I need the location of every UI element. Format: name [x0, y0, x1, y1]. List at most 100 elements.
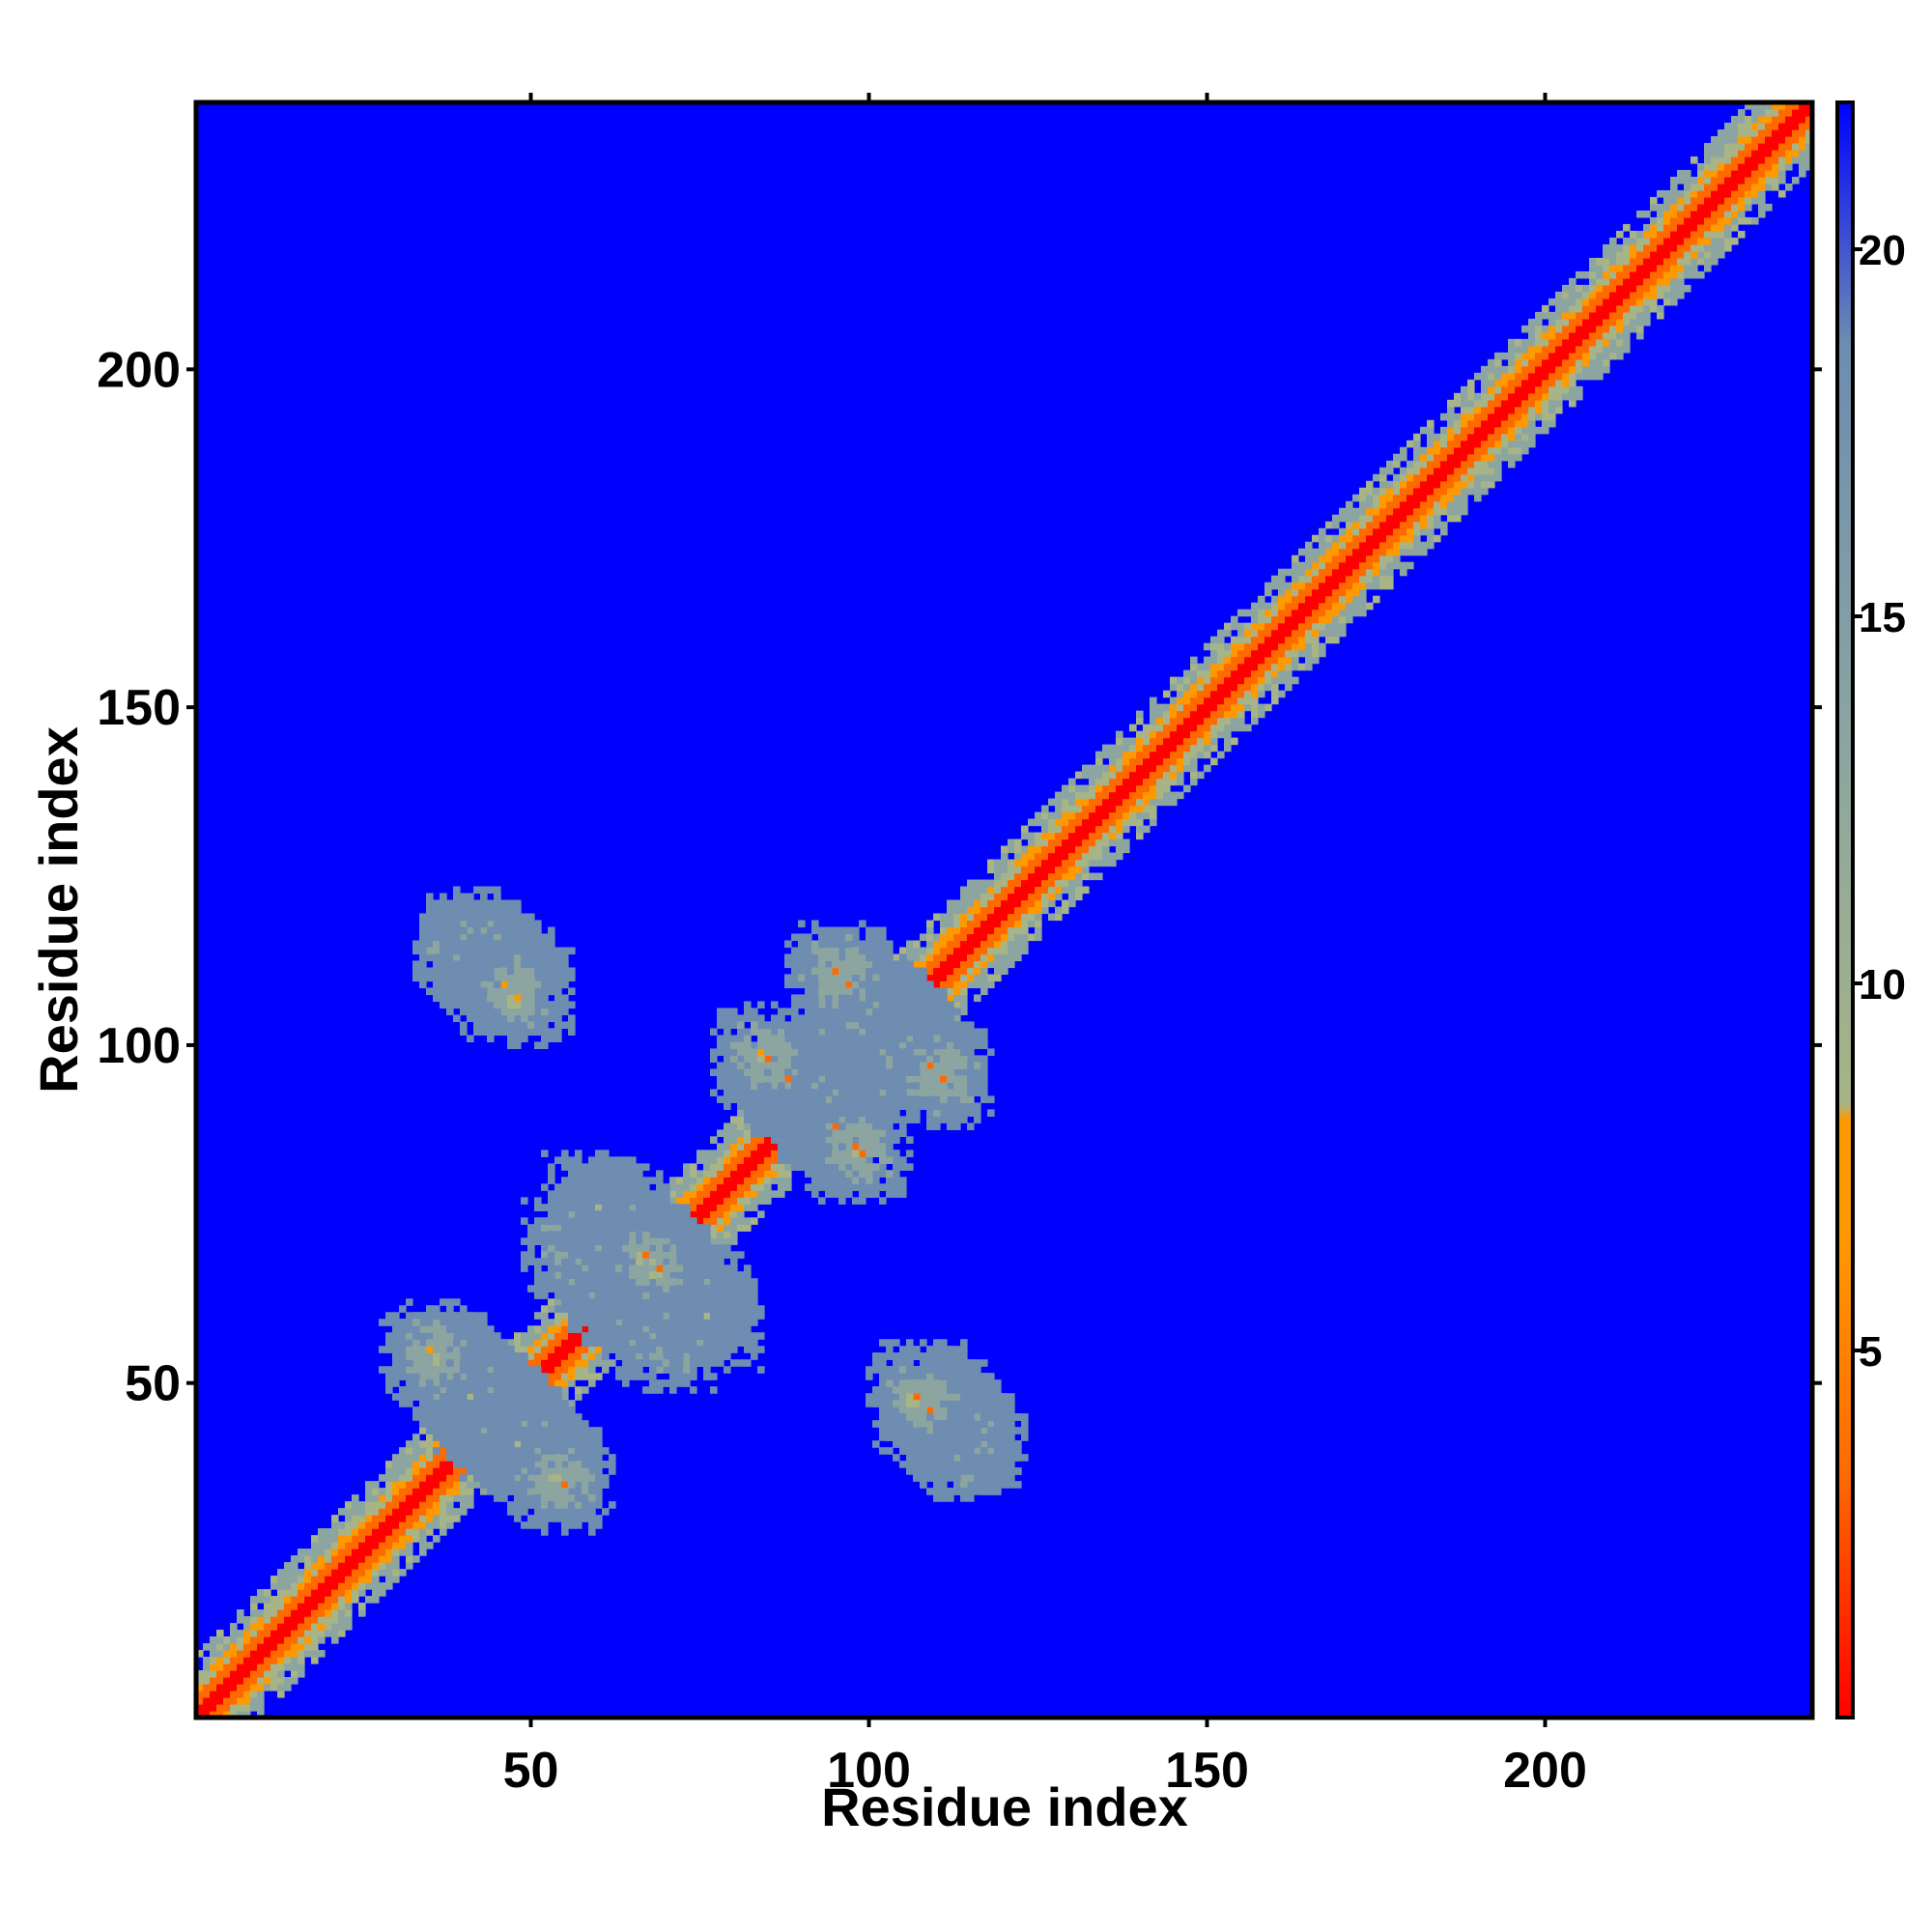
heatmap-cell — [1244, 724, 1252, 732]
heatmap-cell — [561, 1359, 569, 1367]
heatmap-cell — [1352, 514, 1360, 523]
heatmap-cell — [399, 1467, 407, 1475]
heatmap-cell — [1177, 751, 1184, 759]
heatmap-cell — [446, 1488, 454, 1495]
heatmap-cell — [947, 940, 954, 949]
heatmap-cell — [1237, 690, 1245, 698]
heatmap-cell — [1751, 183, 1759, 191]
heatmap-cell — [1035, 906, 1042, 915]
heatmap-cell — [392, 1528, 400, 1536]
heatmap-cell — [1366, 480, 1374, 489]
heatmap-cell — [1528, 379, 1536, 387]
heatmap-cell — [318, 1535, 326, 1543]
heatmap-cell — [730, 1156, 738, 1164]
heatmap-cell — [237, 1670, 244, 1678]
heatmap-cell — [1109, 818, 1117, 827]
heatmap-cell — [1434, 446, 1441, 455]
heatmap-cell — [358, 1576, 366, 1583]
heatmap-cell — [1562, 298, 1570, 306]
heatmap-cell — [1670, 237, 1678, 245]
heatmap-cell — [724, 1122, 731, 1130]
heatmap-cell — [1494, 433, 1502, 441]
heatmap-cell — [230, 1684, 238, 1691]
heatmap-cell — [1521, 325, 1529, 333]
heatmap-cell — [1224, 676, 1232, 685]
heatmap-cell — [1082, 791, 1090, 800]
heatmap-cell — [1170, 703, 1178, 712]
heatmap-cell — [331, 1616, 339, 1624]
heatmap-cell — [1569, 399, 1577, 408]
heatmap-cell — [223, 1711, 231, 1719]
heatmap-cell — [243, 1623, 251, 1631]
heatmap-cell — [210, 1711, 217, 1719]
heatmap-cell — [1055, 825, 1063, 834]
heatmap-cell — [1609, 352, 1617, 360]
heatmap-cell — [338, 1630, 346, 1637]
heatmap-cell — [994, 953, 1002, 962]
heatmap-cell — [1048, 838, 1056, 847]
heatmap-cell — [1758, 128, 1766, 137]
heatmap-cell — [250, 1603, 258, 1610]
heatmap-cell — [440, 1508, 447, 1516]
heatmap-cell — [940, 953, 948, 962]
heatmap-cell — [1210, 696, 1218, 705]
heatmap-cell — [385, 1535, 393, 1543]
heatmap-cell — [1204, 717, 1211, 725]
heatmap-cell — [730, 1122, 738, 1130]
heatmap-cell — [1434, 500, 1441, 509]
heatmap-cell — [1589, 284, 1597, 293]
heatmap-cell — [1150, 710, 1157, 719]
heatmap-cell — [1616, 250, 1624, 259]
heatmap-cell — [1751, 115, 1759, 124]
heatmap-cell — [1765, 135, 1773, 144]
heatmap-cell — [1623, 223, 1631, 232]
heatmap-cell — [223, 1697, 231, 1705]
heatmap-cell — [1352, 588, 1360, 597]
heatmap-cell — [1210, 757, 1218, 766]
heatmap-cell — [379, 1589, 386, 1597]
heatmap-cell — [1373, 487, 1380, 496]
heatmap-cell — [304, 1650, 312, 1658]
heatmap-cell — [298, 1643, 305, 1651]
heatmap-cell — [1474, 426, 1482, 435]
heatmap-cell — [1684, 183, 1691, 191]
heatmap-cell — [1447, 399, 1455, 408]
heatmap-cell — [243, 1643, 251, 1651]
heatmap-cell — [1616, 304, 1624, 313]
heatmap-cell — [311, 1609, 319, 1617]
heatmap-cell — [237, 1690, 244, 1698]
heatmap-cell — [230, 1663, 238, 1671]
heatmap-cell — [1028, 933, 1036, 942]
heatmap-cell — [906, 947, 914, 955]
heatmap-cell — [994, 947, 1002, 955]
heatmap-cell — [1041, 879, 1049, 888]
heatmap-cell — [1224, 730, 1232, 739]
heatmap-cell — [1562, 379, 1570, 387]
heatmap-cell — [1102, 805, 1110, 813]
heatmap-cell — [1014, 913, 1022, 922]
heatmap-cell — [703, 1163, 711, 1171]
heatmap-cell — [1082, 784, 1090, 793]
heatmap-cell — [358, 1555, 366, 1563]
heatmap-cell — [987, 899, 995, 908]
heatmap-cell — [1772, 122, 1779, 130]
heatmap-cell — [1116, 798, 1123, 807]
heatmap-cell — [1684, 284, 1691, 293]
heatmap-cell — [1670, 183, 1678, 191]
heatmap-cell — [264, 1630, 271, 1637]
heatmap-cell — [1325, 636, 1333, 644]
heatmap-cell — [284, 1650, 292, 1658]
heatmap-cell — [1109, 771, 1117, 780]
heatmap-cell — [1603, 291, 1610, 299]
heatmap-cell — [690, 1204, 697, 1211]
heatmap-cell — [1008, 953, 1015, 962]
heatmap-cell — [1474, 440, 1482, 448]
heatmap-cell — [1122, 805, 1130, 813]
heatmap-cell — [318, 1650, 326, 1658]
heatmap-cell — [1562, 365, 1570, 374]
heatmap-cell — [1548, 331, 1556, 340]
heatmap-cell — [764, 1156, 772, 1164]
heatmap-cell — [1177, 690, 1184, 698]
heatmap-cell — [379, 1548, 386, 1556]
heatmap-cell — [1576, 392, 1583, 401]
